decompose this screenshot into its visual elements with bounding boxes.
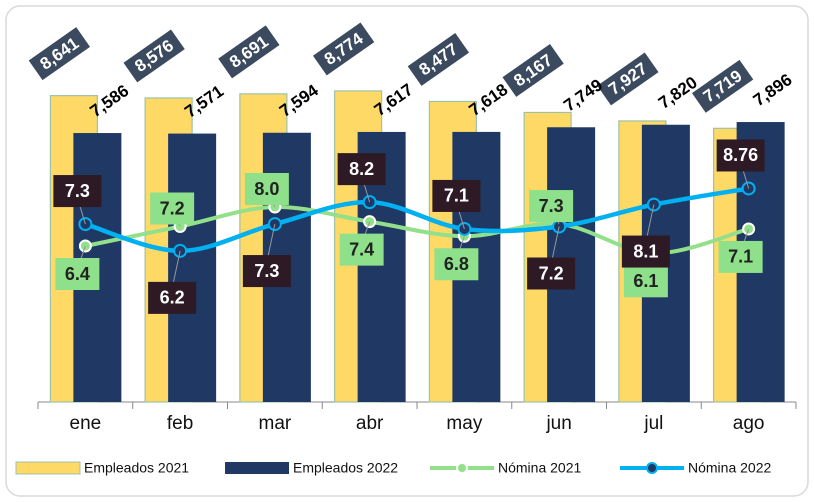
bar-label-box: [28, 27, 91, 81]
x-tick-label: may: [446, 413, 482, 434]
line-label-box: [623, 265, 668, 298]
legend-marker: [646, 462, 658, 474]
line-value-label: 8.76: [723, 145, 758, 165]
legend-marker: [456, 462, 468, 474]
line-value-label: 8.2: [349, 159, 374, 179]
x-tick-label: ago: [733, 413, 765, 434]
line-value-label: 6.8: [444, 254, 469, 274]
x-tick-label: jun: [545, 413, 571, 434]
legend-swatch: [15, 461, 81, 475]
line-value-label: 6.2: [160, 288, 185, 308]
line-label-box: [55, 258, 100, 290]
legend-label: Empleados 2022: [293, 460, 398, 476]
legend-label: Empleados 2021: [84, 460, 189, 476]
line-label-box: [339, 233, 384, 266]
line-label-box: [527, 257, 576, 290]
line-value-label: 7.4: [349, 239, 374, 259]
line-label-box: [150, 192, 195, 225]
x-tick-label: abr: [356, 413, 384, 434]
bar-label-box: [502, 43, 564, 97]
line-value-label: 6.4: [65, 264, 90, 284]
bar-label-box: [312, 22, 375, 76]
line-value-label: 8.0: [254, 179, 279, 199]
bar-label-box: [407, 32, 470, 86]
line-value-label: 7.1: [444, 186, 469, 206]
x-tick-label: feb: [167, 413, 193, 434]
line-value-label: 7.2: [539, 263, 564, 283]
bar-label-box: [691, 59, 754, 113]
x-tick-label: mar: [259, 413, 292, 434]
line-value-label: 7.3: [254, 261, 279, 281]
line-value-label: 8.1: [633, 241, 658, 261]
line-value-label: 7.1: [728, 247, 753, 267]
line-value-label: 7.3: [65, 181, 90, 201]
line-label-box: [148, 281, 197, 314]
x-tick-label: jul: [643, 413, 663, 434]
line-label-box: [529, 190, 574, 223]
bar-label-box: [597, 52, 659, 106]
bar-label-box: [123, 29, 185, 83]
legend-label: Nómina 2021: [498, 460, 581, 476]
bar: [168, 133, 217, 402]
bar-label: 8,167: [502, 43, 564, 97]
line-label-box: [53, 175, 102, 208]
line-label-box: [244, 173, 289, 205]
bar-label: 8,477: [407, 32, 470, 86]
line-label-box: [434, 248, 479, 281]
bar-label-box: [218, 25, 280, 79]
line-value-label: 6.1: [633, 271, 658, 291]
line-label-box: [337, 153, 386, 186]
line-label-box: [432, 179, 481, 212]
legend-label: Nómina 2022: [688, 460, 771, 476]
line-label-box: [242, 255, 291, 288]
legend-swatch: [225, 462, 289, 474]
data-labels: 8,641 8,576 8,691 8,774 8,477 8,167 7,927 7,719…: [28, 22, 795, 314]
line-label-box: [716, 139, 765, 172]
line-label-box: [718, 240, 763, 273]
line-value-label: 7.2: [160, 198, 185, 218]
x-tick-label: ene: [70, 413, 102, 434]
line-label-box: [621, 235, 670, 268]
line-value-label: 7.3: [539, 196, 564, 216]
